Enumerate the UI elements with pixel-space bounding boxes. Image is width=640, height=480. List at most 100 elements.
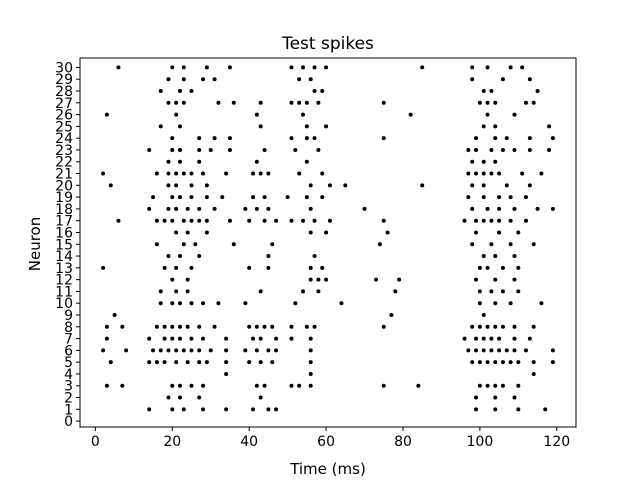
spike-point — [550, 348, 555, 353]
spike-point — [177, 147, 182, 152]
spike-point — [266, 254, 271, 259]
spike-point — [189, 265, 194, 270]
spike-point — [181, 242, 186, 247]
spike-point — [485, 100, 490, 105]
spike-point — [289, 100, 294, 105]
spike-point — [481, 254, 486, 259]
spike-point — [512, 277, 517, 282]
spike-point — [500, 77, 505, 82]
spike-point — [262, 324, 267, 329]
spike-point — [120, 324, 125, 329]
spike-point — [212, 324, 217, 329]
spike-point — [266, 206, 271, 211]
spike-point — [231, 100, 236, 105]
spike-point — [508, 65, 513, 70]
spike-point — [324, 124, 329, 129]
spike-point — [512, 395, 517, 400]
spike-point — [174, 100, 179, 105]
spike-point — [162, 265, 167, 270]
y-tick-label: 0 — [64, 414, 73, 430]
spike-point — [170, 218, 175, 223]
spike-point — [254, 348, 259, 353]
spike-point — [324, 65, 329, 70]
spike-point — [489, 171, 494, 176]
spike-point — [124, 348, 129, 353]
spike-point — [208, 147, 213, 152]
spike-point — [116, 218, 121, 223]
spike-point — [301, 289, 306, 294]
spike-point — [189, 348, 194, 353]
spike-point — [224, 171, 229, 176]
spike-point — [308, 265, 313, 270]
spike-point — [189, 171, 194, 176]
y-tick-label: 25 — [55, 119, 73, 135]
y-tick-label: 14 — [55, 249, 73, 265]
spike-point — [474, 407, 479, 412]
spike-point — [512, 348, 517, 353]
spike-point — [516, 383, 521, 388]
spike-point — [489, 89, 494, 94]
spike-point — [181, 407, 186, 412]
spike-point — [224, 407, 229, 412]
x-tick-label: 80 — [394, 434, 412, 450]
spike-point — [416, 383, 421, 388]
spike-point — [316, 289, 321, 294]
spike-point — [324, 230, 329, 235]
y-tick-label: 18 — [55, 202, 73, 218]
spike-point — [185, 360, 190, 365]
spike-point — [162, 324, 167, 329]
spike-point — [297, 383, 302, 388]
spike-point — [477, 100, 482, 105]
spike-point — [493, 395, 498, 400]
spike-point — [304, 124, 309, 129]
spike-point — [166, 183, 171, 188]
spike-point — [493, 159, 498, 164]
spike-point — [531, 324, 536, 329]
spike-point — [474, 230, 479, 235]
spike-point — [550, 136, 555, 141]
spike-point — [266, 407, 271, 412]
y-tick-label: 23 — [55, 143, 73, 159]
spike-point — [493, 277, 498, 282]
spike-point — [204, 65, 209, 70]
spike-point — [262, 383, 267, 388]
spike-point — [474, 277, 479, 282]
spike-point — [181, 100, 186, 105]
spike-point — [531, 371, 536, 376]
spike-point — [381, 324, 386, 329]
axis-ticks: 0 20 40 60 80 100 1200123456789101112131415161… — [55, 60, 570, 450]
y-tick-label: 9 — [64, 308, 73, 324]
spike-point — [327, 183, 332, 188]
spike-point — [174, 230, 179, 235]
spike-point — [304, 100, 309, 105]
chart-title: Test spikes — [281, 34, 374, 54]
spike-point — [535, 89, 540, 94]
spike-point — [185, 277, 190, 282]
spike-point — [485, 112, 490, 117]
spike-point — [320, 171, 325, 176]
spike-point — [151, 195, 156, 200]
spike-point — [189, 383, 194, 388]
spike-point — [147, 147, 152, 152]
y-tick-label: 27 — [55, 96, 73, 112]
spike-point — [197, 218, 202, 223]
spike-point — [185, 206, 190, 211]
spike-point — [524, 218, 529, 223]
spike-point — [343, 183, 348, 188]
spike-point — [531, 360, 536, 365]
spike-point — [177, 254, 182, 259]
spike-point — [516, 230, 521, 235]
spike-point — [208, 348, 213, 353]
spike-point — [289, 336, 294, 341]
spike-point — [204, 195, 209, 200]
spike-point — [493, 136, 498, 141]
spike-point — [308, 206, 313, 211]
spike-point — [289, 324, 294, 329]
spike-point — [481, 218, 486, 223]
spike-point — [197, 395, 202, 400]
spike-point — [316, 100, 321, 105]
spike-point — [308, 77, 313, 82]
spike-point — [481, 124, 486, 129]
spike-point — [408, 112, 413, 117]
